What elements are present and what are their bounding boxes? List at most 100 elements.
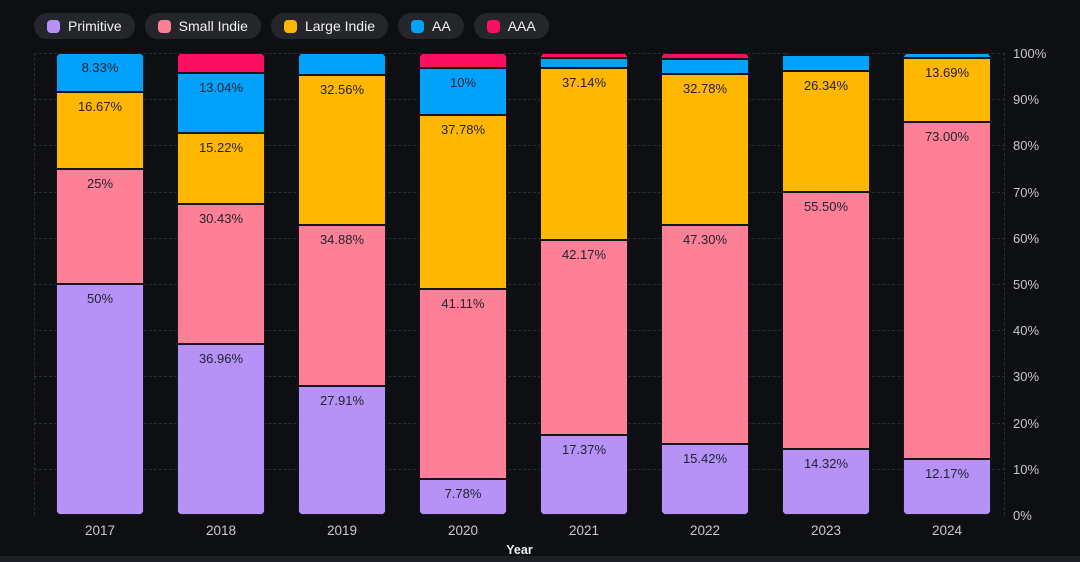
bar-segment-2021-aa[interactable] [540,58,628,69]
bar-segment-2018-aa[interactable]: 13.04% [177,73,265,134]
legend-swatch-icon [47,19,60,33]
segment-label: 12.17% [924,465,970,481]
y-tick-label: 90% [1013,92,1040,108]
segment-label: 16.67% [77,98,123,114]
bar-segment-2021-small-indie[interactable]: 42.17% [540,239,628,435]
segment-label: 55.50% [803,199,849,215]
legend-swatch-icon [411,19,424,33]
grid-line [34,237,1005,239]
y-tick-label: 50% [1013,277,1040,292]
x-tick-label-2021: 2021 [568,523,600,538]
bar-segment-2024-small-indie[interactable]: 73.00% [903,121,991,459]
bar-segment-2018-small-indie[interactable]: 30.43% [177,203,265,345]
grid-line [34,145,1005,147]
bar-segment-2017-large-indie[interactable]: 16.67% [56,91,144,169]
bar-segment-2020-large-indie[interactable]: 37.78% [419,114,507,290]
bar-segment-2019-aa[interactable] [298,53,386,75]
bar-segment-2018-primitive[interactable]: 36.96% [177,344,265,515]
x-tick-label-2022: 2022 [689,523,721,538]
bar-2023: 14.32% 55.50% 26.34% [782,53,870,515]
segment-label: 10% [449,75,477,91]
bar-segment-2021-aaa[interactable] [540,53,628,59]
bar-2021: 17.37% 42.17% 37.14% [540,53,628,515]
legend-label: AAA [507,18,536,34]
bar-segment-2019-large-indie[interactable]: 32.56% [298,74,386,225]
bar-segment-2023-large-indie[interactable]: 26.34% [782,70,870,193]
segment-label: 36.96% [198,351,244,367]
segment-label: 27.91% [319,393,365,409]
bar-segment-2022-primitive[interactable]: 15.42% [661,443,749,515]
bar-segment-2019-primitive[interactable]: 27.91% [298,386,386,515]
bar-segment-2020-small-indie[interactable]: 41.11% [419,289,507,480]
bar-segment-2019-small-indie[interactable]: 34.88% [298,224,386,387]
bar-segment-2022-aa[interactable] [661,58,749,74]
segment-label: 34.88% [319,231,365,247]
legend-swatch-icon [486,19,500,33]
x-axis-title: Year [506,543,533,557]
bar-segment-2020-primitive[interactable]: 7.78% [419,479,507,515]
y-axis: 0% 10% 20% 30% 40% 50% 60% 70% 80% 90% 100% [1013,47,1073,522]
legend-item-small-indie[interactable]: Small Indie [144,13,261,39]
bar-segment-2023-small-indie[interactable]: 55.50% [782,192,870,449]
bar-segment-2017-aa[interactable]: 8.33% [56,53,144,92]
segment-label: 30.43% [198,210,244,226]
legend: Primitive Small Indie Large Indie AA AAA [34,13,549,39]
bar-segment-2017-primitive[interactable]: 50% [56,284,144,515]
legend-swatch-icon [157,19,171,33]
bar-2019: 27.91% 34.88% 32.56% [298,53,386,515]
segment-label: 13.04% [198,80,244,96]
segment-label: 50% [86,291,114,306]
legend-item-aa[interactable]: AA [398,13,464,39]
plot-left-gridline [34,53,35,515]
plot-area: 50% 25% 16.67% 8.33% 36.96% 30.43% 15.22% 13.04… [34,53,1005,515]
bar-segment-2022-large-indie[interactable]: 32.78% [661,73,749,226]
y-tick-label: 70% [1013,184,1040,200]
bar-segment-2023-aa[interactable] [782,55,870,71]
bar-2018: 36.96% 30.43% 15.22% 13.04% [177,53,265,515]
x-tick-label-2017: 2017 [84,523,116,538]
y-tick-label: 20% [1013,415,1040,431]
bar-segment-2023-primitive[interactable]: 14.32% [782,448,870,515]
bar-segment-2020-aaa[interactable] [419,53,507,69]
grid-line [34,53,1005,54]
grid-line [34,191,1005,193]
segment-label: 73.00% [924,128,970,144]
segment-label: 14.32% [803,455,849,471]
segment-label: 47.30% [682,232,728,248]
bar-segment-2021-primitive[interactable]: 17.37% [540,434,628,515]
segment-label: 15.22% [198,140,244,156]
y-tick-label: 100% [1013,46,1047,61]
segment-label: 42.17% [561,246,607,262]
segment-label: 7.78% [444,486,482,502]
legend-item-aaa[interactable]: AAA [473,13,549,39]
bar-2020: 7.78% 41.11% 37.78% 10% [419,53,507,515]
segment-label: 32.78% [682,80,728,96]
grid-line [34,330,1005,332]
segment-label: 13.69% [924,65,970,81]
legend-label: Large Indie [304,18,375,34]
legend-label: Small Indie [178,18,248,34]
y-tick-label: 40% [1013,323,1040,339]
bar-2017: 50% 25% 16.67% 8.33% [56,53,144,515]
bar-segment-2023-aaa[interactable] [782,53,870,56]
bar-segment-2024-aa[interactable] [903,53,991,59]
bar-segment-2024-primitive[interactable]: 12.17% [903,458,991,515]
bar-segment-2024-large-indie[interactable]: 13.69% [903,58,991,122]
y-tick-label: 10% [1013,461,1040,477]
bar-segment-2022-small-indie[interactable]: 47.30% [661,225,749,444]
grid-line [34,376,1005,378]
segment-label: 26.34% [803,77,849,93]
bar-segment-2022-aaa[interactable] [661,53,749,59]
segment-label: 37.14% [561,75,607,91]
y-tick-label: 30% [1013,369,1040,385]
bar-segment-2020-aa[interactable]: 10% [419,68,507,115]
x-tick-label-2018: 2018 [205,523,237,538]
legend-item-large-indie[interactable]: Large Indie [270,13,388,39]
bar-segment-2017-small-indie[interactable]: 25% [56,168,144,284]
bar-2022: 15.42% 47.30% 32.78% [661,53,749,515]
bar-segment-2018-aaa[interactable] [177,53,265,74]
bar-segment-2018-large-indie[interactable]: 15.22% [177,133,265,204]
bar-segment-2021-large-indie[interactable]: 37.14% [540,68,628,240]
legend-item-primitive[interactable]: Primitive [34,13,135,39]
